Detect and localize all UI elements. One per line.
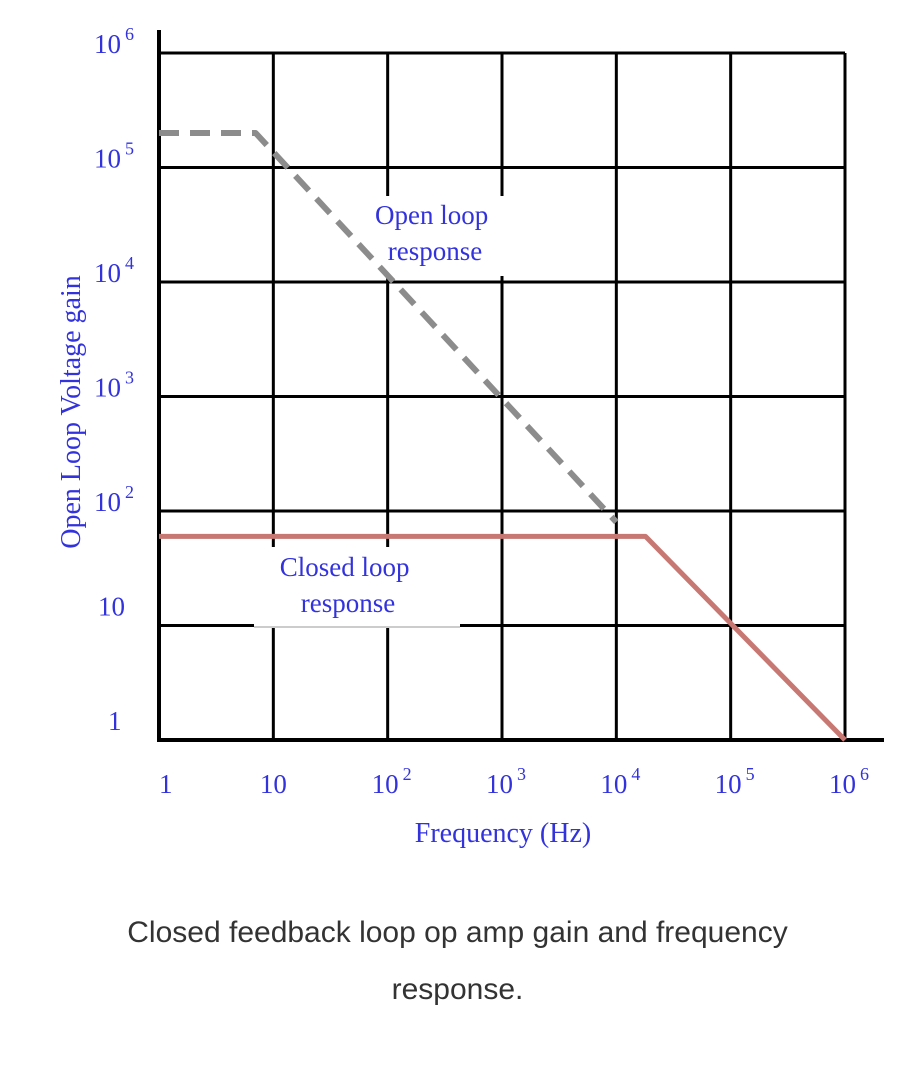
x-tick-label: 10 2 [372,764,412,799]
caption-line-2: response. [391,973,524,1006]
closed-loop-annotation-bg [254,547,460,627]
figure-caption: Closed feedback loop op amp gain and fre… [40,904,875,1018]
closed-loop-annotation-line2: response [301,588,395,618]
axes [157,30,884,742]
grid [159,51,847,740]
x-tick-label: 10 [260,769,287,799]
x-tick-label: 1 [159,769,173,799]
closed-loop-annotation-line1: Closed loop [280,552,410,582]
y-tick-label: 10 5 [94,139,134,174]
y-axis-title: Open Loop Voltage gain [56,275,87,548]
closed-loop-annotation: Closed loop response [280,552,417,618]
y-tick-label: 10 2 [94,482,134,517]
open-loop-annotation-line2: response [388,236,482,266]
y-tick-label: 1 [108,706,122,736]
y-tick-label: 10 6 [94,24,134,59]
y-tick-label: 10 3 [94,368,134,403]
open-loop-annotation-line1: Open loop [375,200,488,230]
closed-loop-response-line [159,533,847,742]
x-tick-label: 10 6 [829,764,869,799]
open-loop-annotation: Open loop response [375,200,495,266]
x-tick-label: 10 3 [486,764,526,799]
y-tick-label: 10 [98,592,125,622]
caption-line-1: Closed feedback loop op amp gain and fre… [127,916,788,949]
x-tick-label: 10 5 [715,764,755,799]
open-loop-response-line [159,130,619,525]
x-axis-title: Frequency (Hz) [415,818,591,849]
series [159,130,847,742]
open-loop-annotation-bg [365,196,505,276]
y-tick-label: 10 4 [94,253,134,288]
x-tick-label: 10 4 [600,764,640,799]
